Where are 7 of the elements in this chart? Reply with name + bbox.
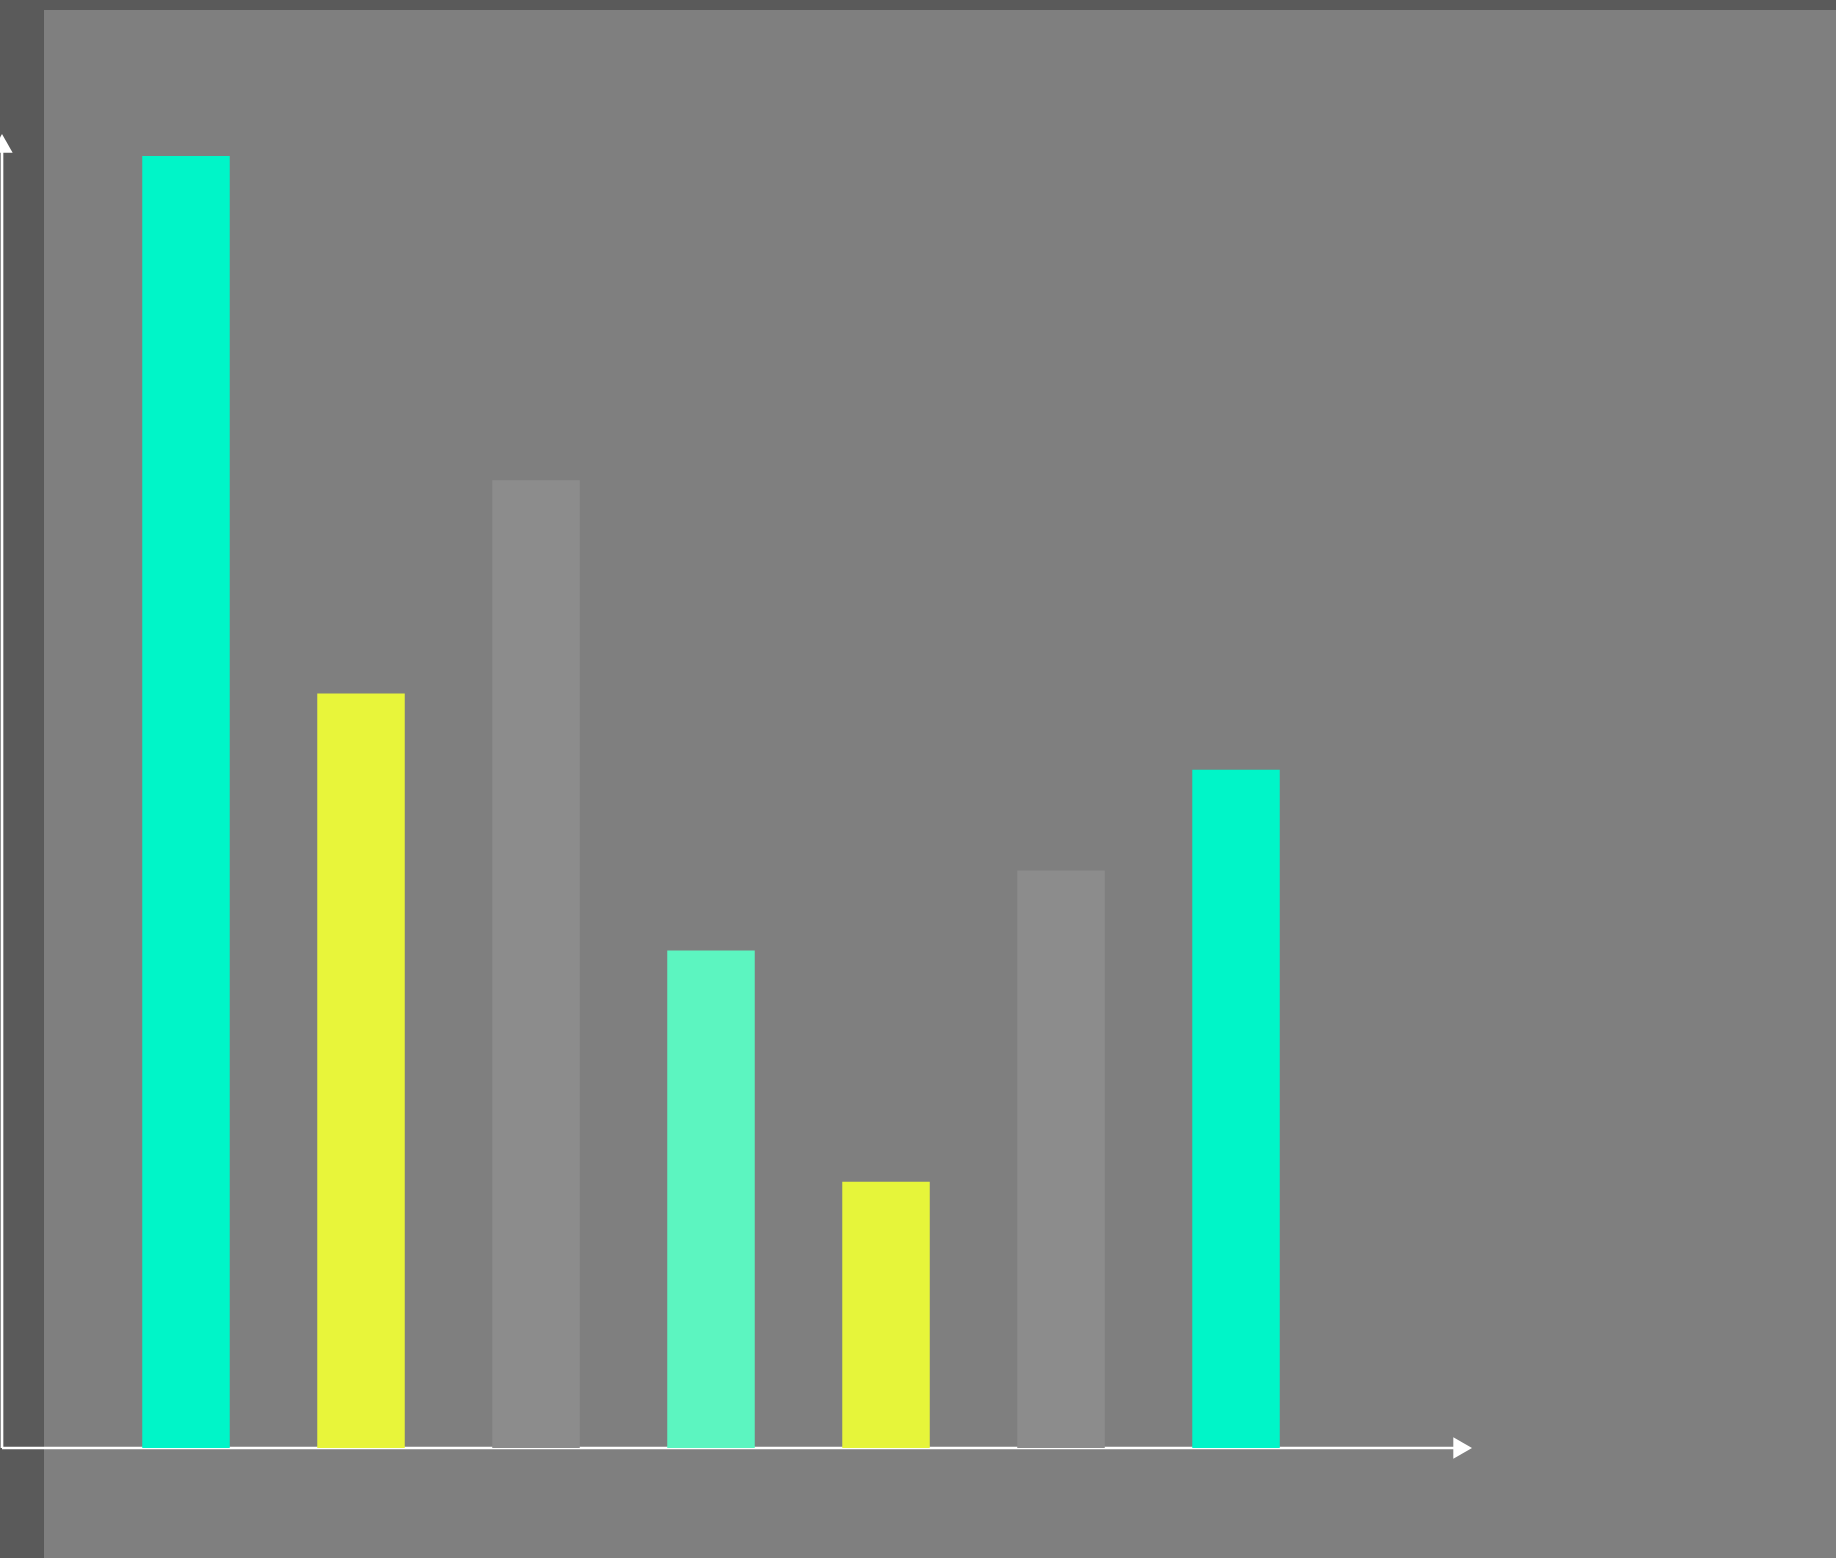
bar	[142, 155, 230, 1448]
bar	[842, 1181, 930, 1448]
bar	[667, 950, 755, 1448]
bar	[1192, 769, 1280, 1448]
bar	[492, 480, 580, 1448]
bar	[317, 693, 405, 1448]
bar	[1017, 870, 1105, 1448]
